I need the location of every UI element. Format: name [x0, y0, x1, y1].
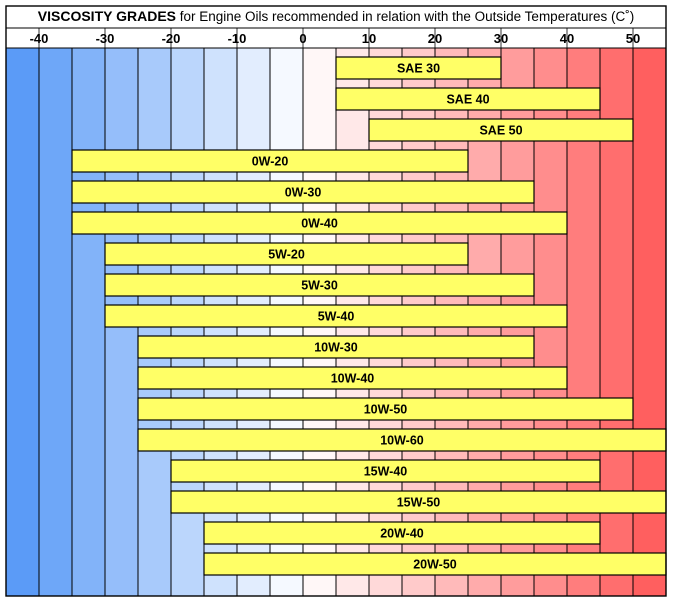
temperature-band: [633, 48, 666, 596]
viscosity-bars: SAE 30 SAE 40 SAE 50 0W-20 0W-30 0W-40 5W-20 5W…: [71, 56, 667, 576]
viscosity-bar: [368, 118, 634, 142]
viscosity-bar: [137, 397, 634, 421]
viscosity-bar: [170, 459, 601, 483]
viscosity-bar-label: 5W-40: [318, 310, 355, 324]
tick-label: -30: [96, 31, 115, 46]
viscosity-bar: [203, 521, 601, 545]
viscosity-bar-label: 10W-60: [380, 434, 424, 448]
viscosity-bar: [335, 56, 502, 80]
tick-label: -20: [162, 31, 181, 46]
tick-label: 20: [428, 31, 442, 46]
viscosity-bar-label: 0W-40: [301, 217, 338, 231]
tick-label: 50: [626, 31, 640, 46]
viscosity-bar: [104, 304, 568, 328]
temperature-band: [72, 48, 105, 596]
viscosity-bar: [104, 273, 535, 297]
chart-title: VISCOSITY GRADES for Engine Oils recomme…: [38, 8, 634, 24]
viscosity-bar-label: 15W-40: [364, 465, 408, 479]
x-axis-ticks: -40 -30 -20 -10 0 10 20 30 40 50: [30, 31, 641, 46]
viscosity-bar-label: SAE 50: [479, 124, 522, 138]
viscosity-bar: [104, 242, 469, 266]
viscosity-bar: [137, 366, 568, 390]
tick-label: 30: [494, 31, 508, 46]
viscosity-bar-label: 5W-30: [301, 279, 338, 293]
viscosity-bar-label: 0W-30: [285, 186, 322, 200]
viscosity-bar-label: 10W-30: [314, 341, 358, 355]
viscosity-bar-label: SAE 40: [446, 93, 489, 107]
viscosity-bar: [137, 335, 535, 359]
chart-frame: [5, 5, 667, 597]
viscosity-bar-label: 20W-40: [380, 527, 424, 541]
tick-label: 10: [362, 31, 376, 46]
temperature-band: [39, 48, 72, 596]
tick-label: -10: [228, 31, 247, 46]
tick-label: -40: [30, 31, 49, 46]
viscosity-bar: [71, 180, 535, 204]
viscosity-bar-label: 20W-50: [413, 558, 457, 572]
temperature-band: [6, 48, 39, 596]
viscosity-bar: [335, 87, 601, 111]
tick-label: 0: [299, 31, 306, 46]
viscosity-bar: [71, 211, 568, 235]
viscosity-bar-label: 0W-20: [252, 155, 289, 169]
viscosity-bar-label: 10W-50: [364, 403, 408, 417]
chart-title-bold: VISCOSITY GRADES: [38, 8, 176, 24]
viscosity-bar: [71, 149, 469, 173]
viscosity-bar-label: 10W-40: [331, 372, 375, 386]
viscosity-bar-label: SAE 30: [397, 62, 440, 76]
viscosity-bar-label: 15W-50: [397, 496, 441, 510]
tick-label: 40: [560, 31, 574, 46]
chart-title-rest: for Engine Oils recommended in relation …: [176, 9, 634, 24]
viscosity-bar-label: 5W-20: [268, 248, 305, 262]
